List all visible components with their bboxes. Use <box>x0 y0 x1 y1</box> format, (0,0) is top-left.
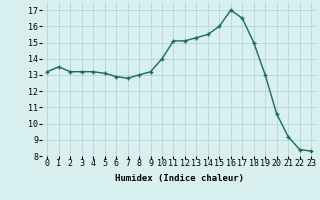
X-axis label: Humidex (Indice chaleur): Humidex (Indice chaleur) <box>115 174 244 183</box>
